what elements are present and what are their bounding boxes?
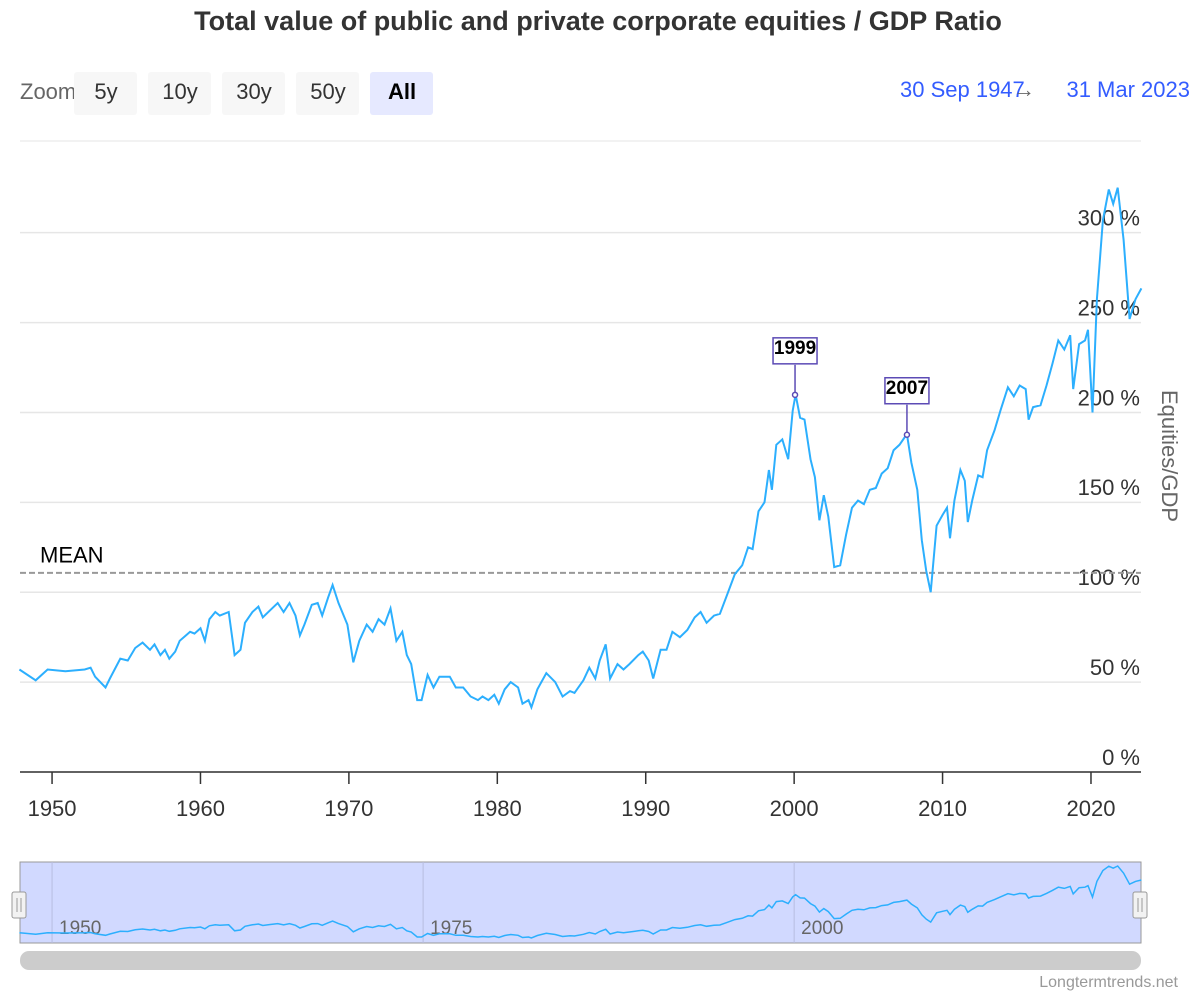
range-button-label[interactable]: All bbox=[388, 79, 416, 104]
x-tick-label: 1960 bbox=[176, 796, 225, 821]
navigator-tick-label: 1950 bbox=[59, 918, 101, 939]
range-button[interactable] bbox=[148, 72, 211, 115]
navigator-mask[interactable] bbox=[19, 861, 1142, 944]
y-tick-label: 50 % bbox=[1090, 655, 1140, 680]
mean-label: MEAN bbox=[40, 543, 104, 568]
flag-box[interactable] bbox=[884, 376, 930, 405]
range-to[interactable]: 31 Mar 2023 bbox=[1066, 77, 1190, 102]
x-tick-label: 1990 bbox=[621, 796, 670, 821]
y-tick-label: 100 % bbox=[1078, 565, 1140, 590]
x-tick-label: 1980 bbox=[473, 796, 522, 821]
range-button-label[interactable]: 50y bbox=[310, 79, 345, 104]
navigator-tick-label: 2000 bbox=[801, 918, 843, 939]
flag-label: 1999 bbox=[774, 338, 816, 359]
range-button-label[interactable]: 10y bbox=[162, 79, 197, 104]
line-series bbox=[18, 187, 1143, 711]
x-tick-label: 1950 bbox=[28, 796, 77, 821]
x-tick-label: 2000 bbox=[770, 796, 819, 821]
navigator-series bbox=[19, 865, 1142, 939]
flag-point bbox=[791, 391, 799, 399]
y-axis-title: Equities/GDP bbox=[1157, 390, 1182, 522]
navigator-handle[interactable] bbox=[1132, 891, 1148, 919]
x-tick-label: 2020 bbox=[1067, 796, 1116, 821]
flag-point bbox=[903, 431, 911, 438]
x-tick-label: 2010 bbox=[918, 796, 967, 821]
range-from[interactable]: 30 Sep 1947 bbox=[900, 77, 1025, 102]
y-tick-label: 200 % bbox=[1078, 385, 1140, 410]
navigator-handle[interactable] bbox=[11, 891, 27, 919]
scrollbar[interactable] bbox=[20, 951, 1141, 970]
flag-label: 2007 bbox=[886, 378, 928, 399]
y-tick-label: 300 % bbox=[1078, 205, 1140, 230]
range-button[interactable] bbox=[222, 72, 285, 115]
range-button[interactable] bbox=[74, 72, 137, 115]
range-button-label[interactable]: 30y bbox=[236, 79, 271, 104]
range-button-label[interactable]: 5y bbox=[94, 79, 117, 104]
y-tick-label: 150 % bbox=[1078, 475, 1140, 500]
range-separator: → bbox=[1013, 77, 1035, 102]
chart-title: Total value of public and private corpor… bbox=[194, 6, 1002, 36]
y-tick-label: 0 % bbox=[1102, 745, 1140, 770]
x-tick-label: 1970 bbox=[324, 796, 373, 821]
zoom-label: Zoom bbox=[20, 79, 76, 104]
range-button[interactable] bbox=[370, 72, 433, 115]
flag-box[interactable] bbox=[772, 337, 818, 365]
credits[interactable]: Longtermtrends.net bbox=[1039, 974, 1178, 991]
range-button[interactable] bbox=[296, 72, 359, 115]
